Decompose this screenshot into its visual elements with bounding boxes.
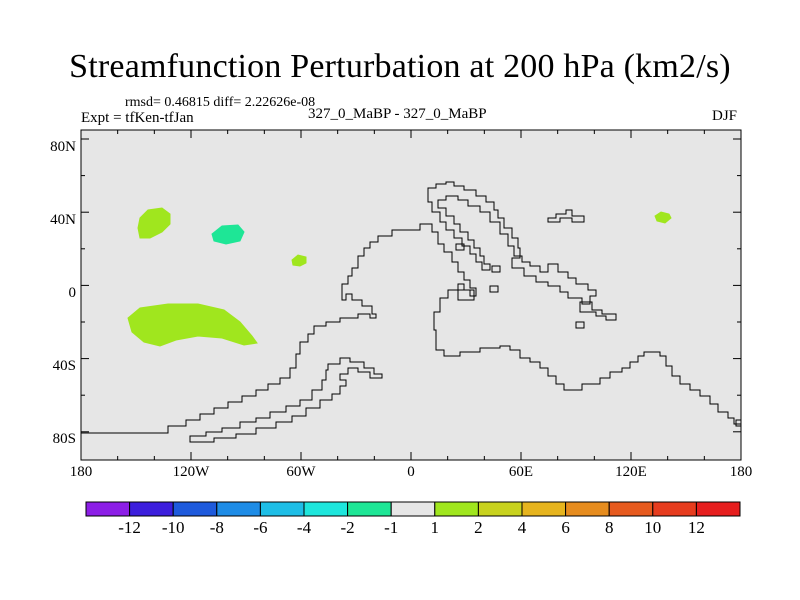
colorbar-label: -4 xyxy=(297,518,312,537)
colorbar-swatch xyxy=(434,501,479,517)
anomaly-fill-positive xyxy=(654,211,672,224)
anomaly-fill-positive xyxy=(127,303,258,347)
colorbar-swatch xyxy=(259,501,305,517)
lat-tick-label: 40N xyxy=(50,212,76,228)
coastline xyxy=(735,419,741,427)
lon-tick-label: 180 xyxy=(69,464,93,480)
coastline xyxy=(189,357,383,443)
colorbar-label: -10 xyxy=(162,518,185,537)
colorbar-swatch xyxy=(565,501,610,517)
colorbar-swatch xyxy=(608,501,654,517)
colorbar-swatch xyxy=(303,501,349,517)
comparison-label: 327_0_MaBP - 327_0_MaBP xyxy=(308,106,487,122)
colorbar-swatch xyxy=(172,501,218,517)
coastline xyxy=(491,265,501,273)
colorbar-label: 10 xyxy=(644,518,661,537)
lon-tick-label: 180 xyxy=(729,464,753,480)
colorbar-label: 8 xyxy=(605,518,614,537)
colorbar-label: -2 xyxy=(341,518,355,537)
coastline-outlines xyxy=(81,181,741,443)
season-label: DJF xyxy=(712,108,738,124)
anomaly-fill-positive xyxy=(291,254,307,267)
lon-tick-label: 120W xyxy=(172,464,210,480)
stats-label: rmsd= 0.46815 diff= 2.22626e-08 xyxy=(125,95,316,110)
lat-tick-label: 80S xyxy=(52,431,76,447)
lon-tick-label: 60W xyxy=(286,464,316,480)
plot-title: Streamfunction Perturbation at 200 hPa (… xyxy=(69,48,731,85)
colorbar-swatch xyxy=(85,501,131,517)
anomaly-fill-negative xyxy=(211,224,245,245)
coastline xyxy=(427,181,597,305)
lat-tick-label: 40S xyxy=(52,358,76,374)
experiment-label: Expt = tfKen-tfJan xyxy=(81,110,194,126)
coastline xyxy=(81,223,741,434)
colorbar-swatch xyxy=(216,501,261,517)
colorbar-swatch xyxy=(521,501,567,517)
coastline xyxy=(455,243,465,251)
lon-tick-label: 60E xyxy=(508,464,534,480)
coastline xyxy=(547,209,585,223)
lat-tick-label: 0 xyxy=(68,285,77,301)
lon-tick-label: 0 xyxy=(407,464,415,480)
colorbar-label: 12 xyxy=(688,518,705,537)
colorbar-label: -1 xyxy=(384,518,398,537)
colorbar-swatch xyxy=(652,501,697,517)
lat-tick-label: 80N xyxy=(50,139,76,155)
coastline xyxy=(579,301,617,321)
map-background xyxy=(81,130,741,460)
colorbar-label: -8 xyxy=(210,518,224,537)
colorbar-swatch xyxy=(390,501,436,517)
axis-ticks xyxy=(80,130,742,460)
lon-tick-label: 120E xyxy=(615,464,647,480)
colorbar-label: 4 xyxy=(518,518,527,537)
colorbar-label: 1 xyxy=(431,518,440,537)
colorbar-label: -12 xyxy=(118,518,141,537)
coastline xyxy=(575,321,585,329)
colorbar-swatch xyxy=(347,501,392,517)
colorbar-swatch xyxy=(695,501,741,517)
anomaly-fill-positive xyxy=(137,207,171,239)
colorbar-label: 6 xyxy=(561,518,570,537)
colorbar-swatch xyxy=(129,501,174,517)
colorbar-label: -6 xyxy=(253,518,267,537)
colorbar-swatch xyxy=(477,501,523,517)
colorbar-label: 2 xyxy=(474,518,483,537)
coastline xyxy=(489,285,499,293)
coastline xyxy=(457,289,475,301)
